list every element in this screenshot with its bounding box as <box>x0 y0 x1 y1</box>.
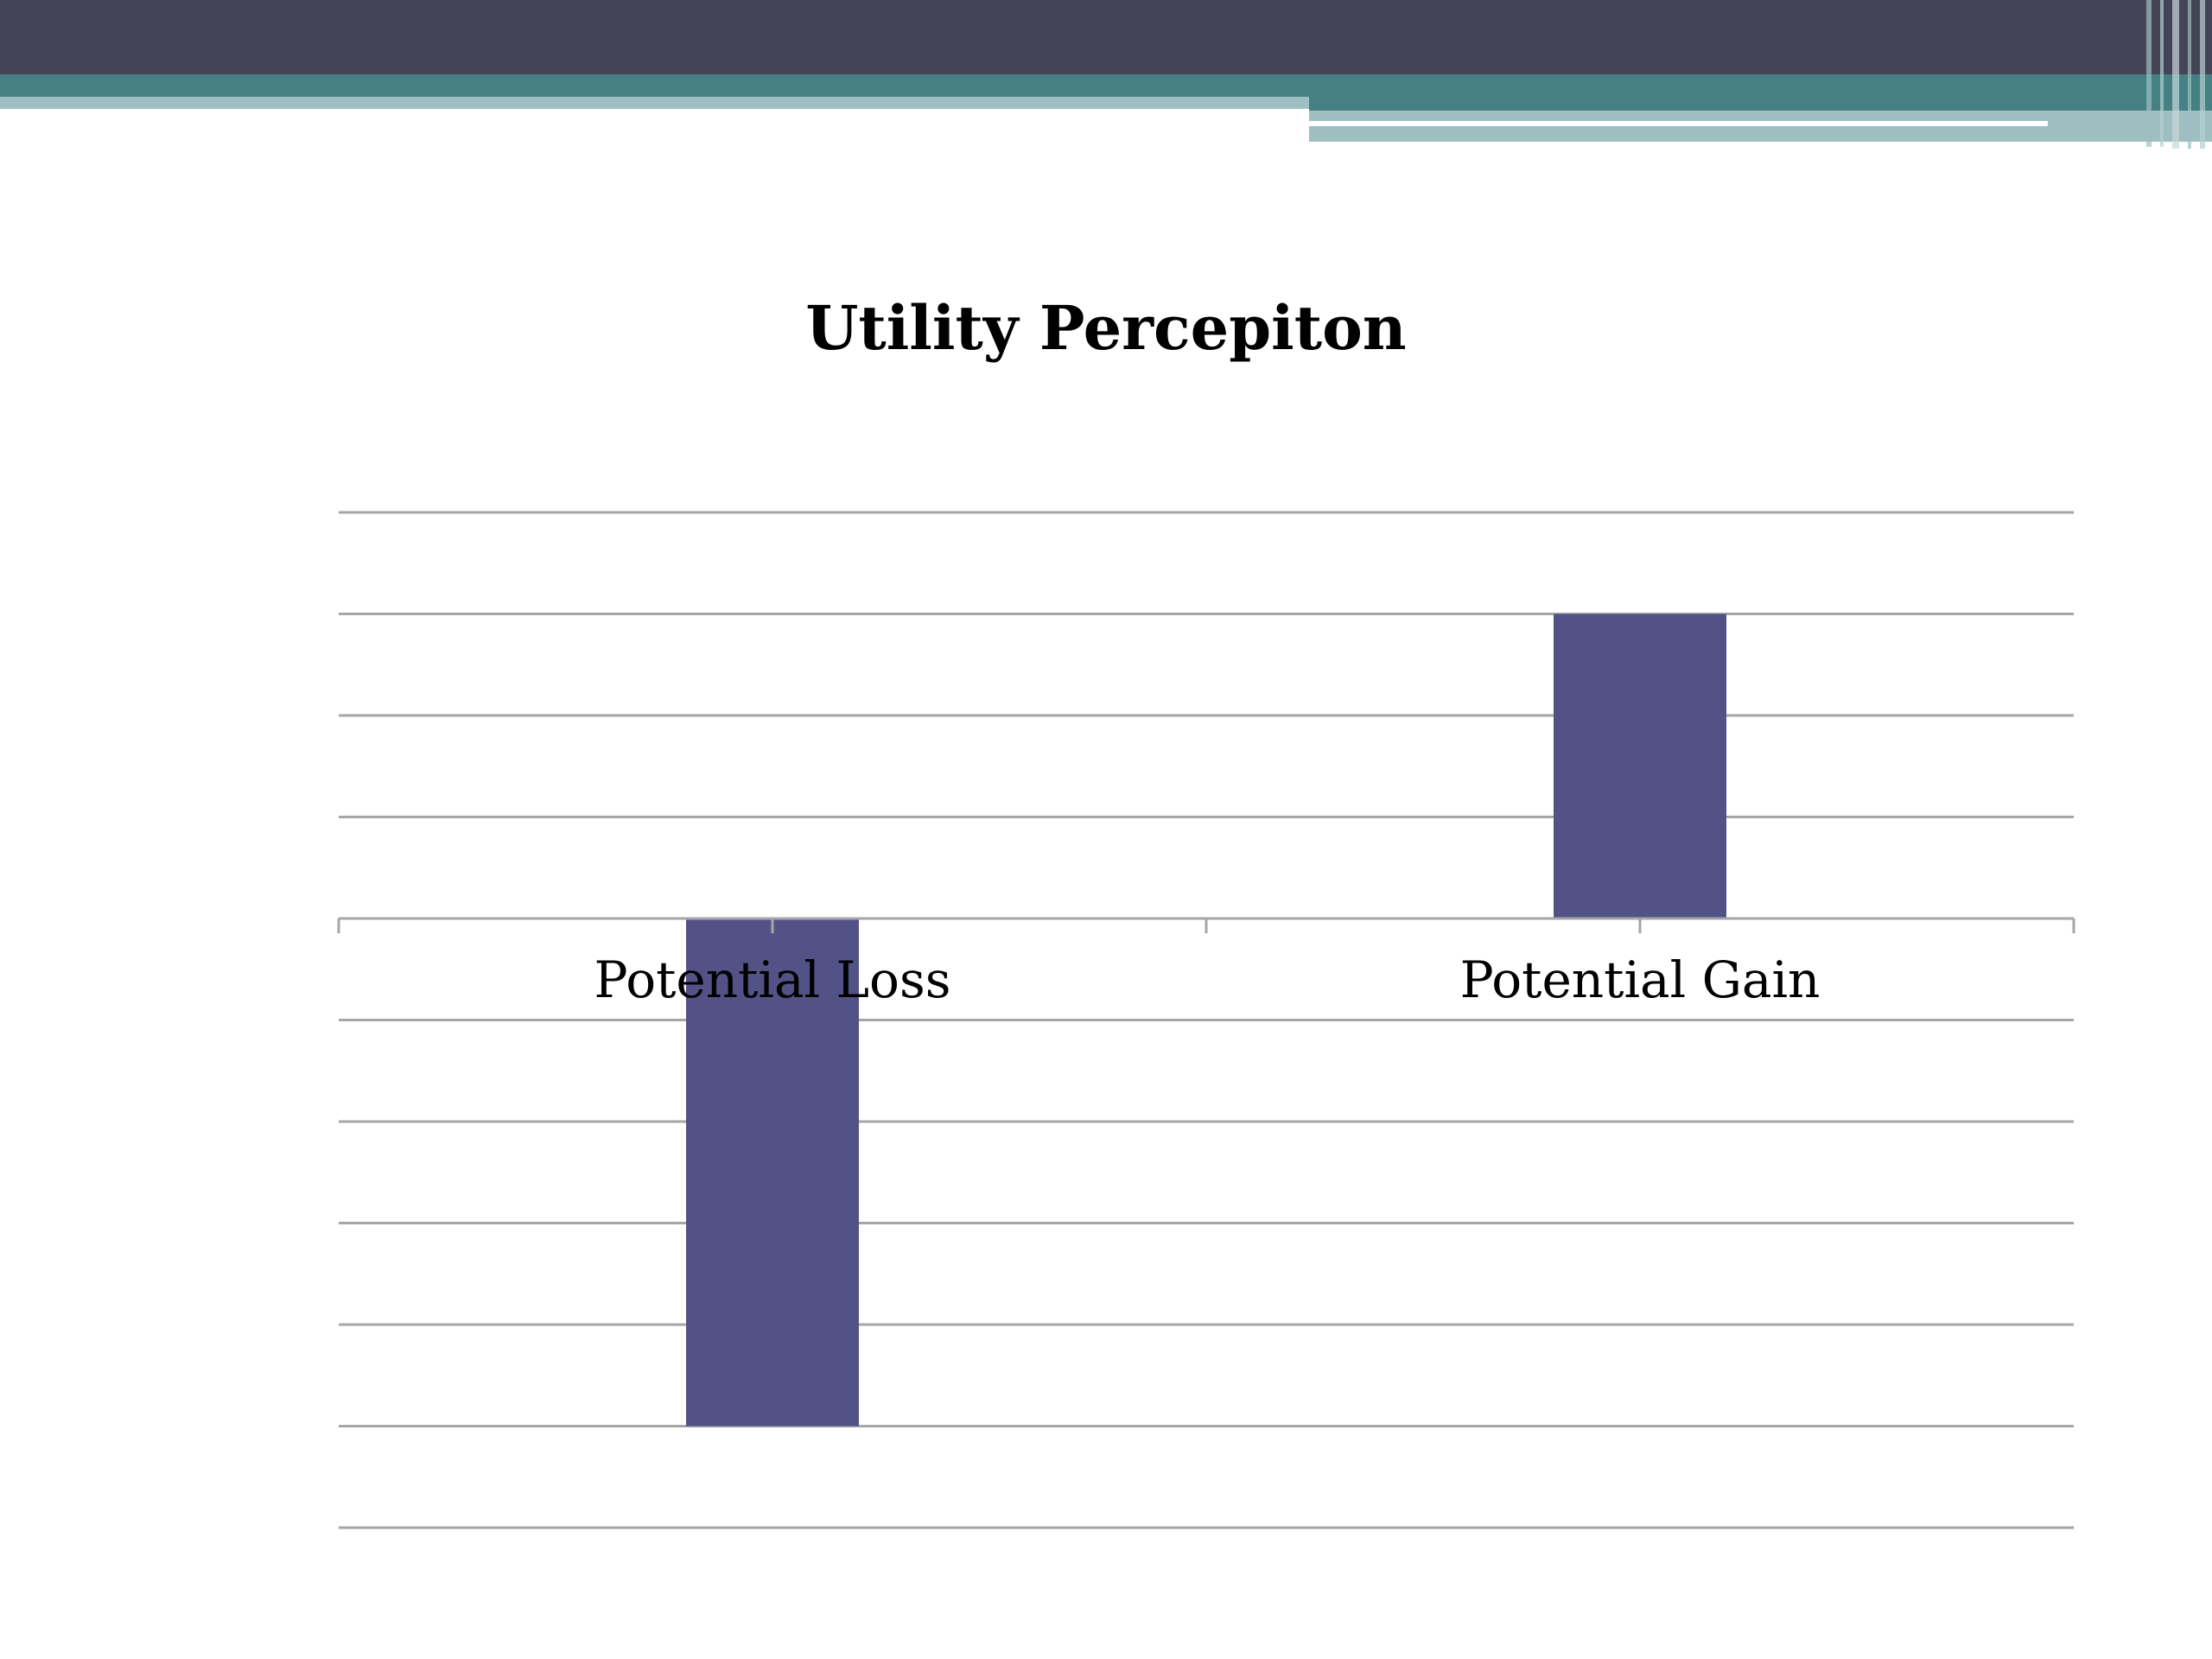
header-edge-stripe-1 <box>2146 0 2152 147</box>
header-dark-strip <box>0 0 2212 74</box>
header-decoration <box>0 0 2212 150</box>
header-edge-stripe-4 <box>2188 0 2191 149</box>
category-axis <box>337 917 2075 933</box>
bar-potential-loss <box>686 918 859 1427</box>
header-light-strip-left <box>0 97 1309 109</box>
gridlines <box>339 511 2074 1529</box>
category-labels: Potential Loss Potential Gain <box>594 950 1821 1009</box>
header-teal-step <box>1309 97 2212 111</box>
category-label: Potential Gain <box>1460 950 1821 1009</box>
bars <box>686 613 1726 1427</box>
chart-title: Utility Percepiton <box>805 292 1407 364</box>
header-teal-strip <box>0 74 2212 97</box>
header-edge-stripe-5 <box>2200 0 2205 149</box>
header-edge-stripe-3 <box>2172 0 2179 149</box>
category-label: Potential Loss <box>594 950 951 1009</box>
header-white-line <box>1309 121 2048 126</box>
bar-potential-gain <box>1554 613 1726 918</box>
header-edge-stripe-2 <box>2160 0 2164 147</box>
header-white-notch <box>1783 142 2212 150</box>
